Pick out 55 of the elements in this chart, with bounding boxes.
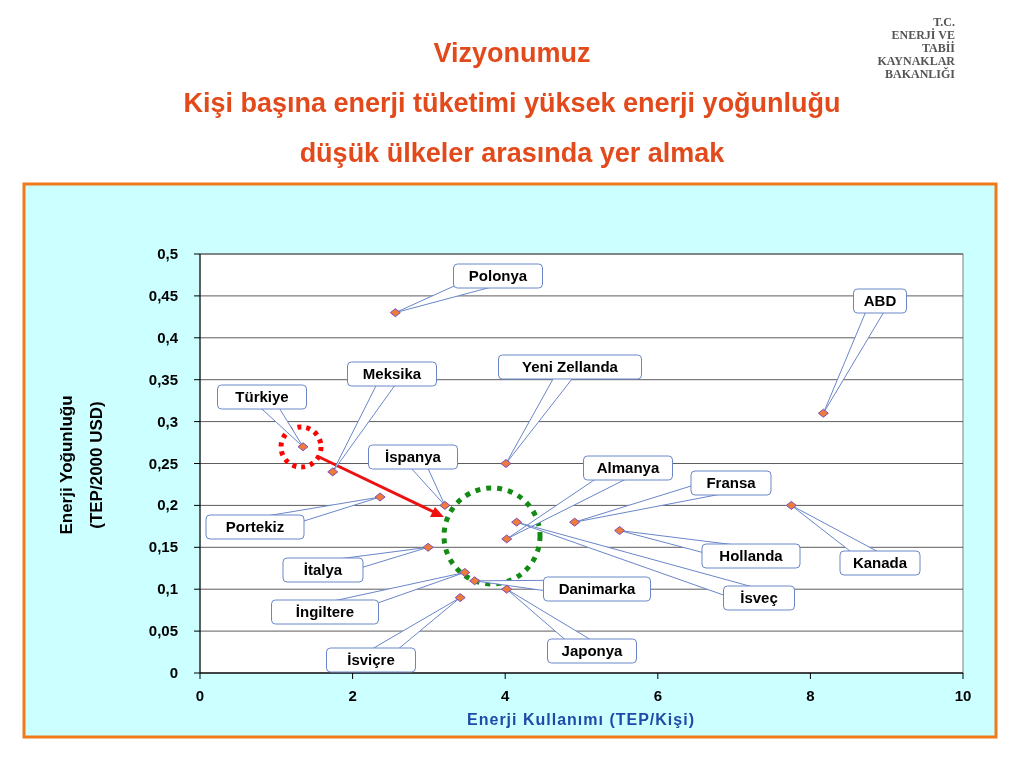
point xyxy=(511,517,523,527)
y-tick-label: 0,5 xyxy=(157,245,178,262)
y-tick-label: 0,3 xyxy=(157,412,178,430)
point xyxy=(501,534,513,544)
chart-subtitle: Kişi başına enerji tüketimi yüksek enerji yoğunluğu düşük ülkeler arasında yer almak xyxy=(183,88,841,168)
x-tick-label: 0 xyxy=(195,687,205,704)
y-tick-label: 0 xyxy=(169,664,178,681)
x-axis-title: Enerji Kullanımı (TEP/Kişi) xyxy=(467,711,695,728)
point xyxy=(785,500,797,510)
y-tick-label: 0,15 xyxy=(148,538,178,556)
x-tick-label: 10 xyxy=(954,687,972,704)
y-tick-label: 0,1 xyxy=(157,580,178,598)
annotation: Hollanda xyxy=(719,547,784,564)
annotation: Fransa xyxy=(706,474,757,491)
annotation: İsviçre xyxy=(347,651,395,668)
annotation: Almanya xyxy=(596,459,660,476)
y-tick-label: 0,45 xyxy=(148,286,178,304)
annotation: İtalya xyxy=(303,561,343,578)
y-tick-label: 0,2 xyxy=(157,496,178,514)
point xyxy=(500,459,512,468)
annotation: Japonya xyxy=(561,642,624,659)
point xyxy=(817,408,829,418)
point xyxy=(469,576,481,586)
y-tick-label: 0,05 xyxy=(148,622,178,640)
annotation: Kanada xyxy=(852,554,908,571)
chart-title: Vizyonumuz xyxy=(433,38,591,68)
annotation: Danimarka xyxy=(558,580,636,597)
annotation: Meksika xyxy=(362,365,422,382)
annotation: Türkiye xyxy=(235,388,289,405)
annotation: İspanya xyxy=(385,448,442,465)
annotation: ABD xyxy=(863,292,897,309)
point xyxy=(439,500,451,510)
point xyxy=(501,584,513,594)
text: T.C. ENERJİ VE TABİİ KAYNAKLAR BAKANLIĞI xyxy=(877,15,956,81)
annotation: İsveç xyxy=(740,589,778,606)
point xyxy=(422,542,434,552)
y-axis-title: Enerji Yoğunluğu (TEP/2000 USD) xyxy=(57,395,106,535)
y-tick-label: 0,4 xyxy=(157,328,179,346)
point xyxy=(569,517,581,527)
x-tick-label: 4 xyxy=(501,687,511,704)
x-tick-label: 2 xyxy=(348,687,357,704)
annotation: Portekiz xyxy=(225,518,285,535)
point xyxy=(374,492,386,502)
annotation: İngiltere xyxy=(295,603,355,620)
point xyxy=(454,593,466,603)
point xyxy=(389,308,401,318)
x-tick-label: 8 xyxy=(806,687,815,704)
point xyxy=(459,567,471,577)
annotation: Yeni Zellanda xyxy=(522,358,619,375)
x-tick-label: 6 xyxy=(653,687,662,704)
point xyxy=(327,467,339,477)
y-tick-label: 0,25 xyxy=(148,454,178,472)
point xyxy=(614,526,626,536)
y-tick-label: 0,35 xyxy=(148,370,178,388)
annotation: Polonya xyxy=(468,267,528,284)
